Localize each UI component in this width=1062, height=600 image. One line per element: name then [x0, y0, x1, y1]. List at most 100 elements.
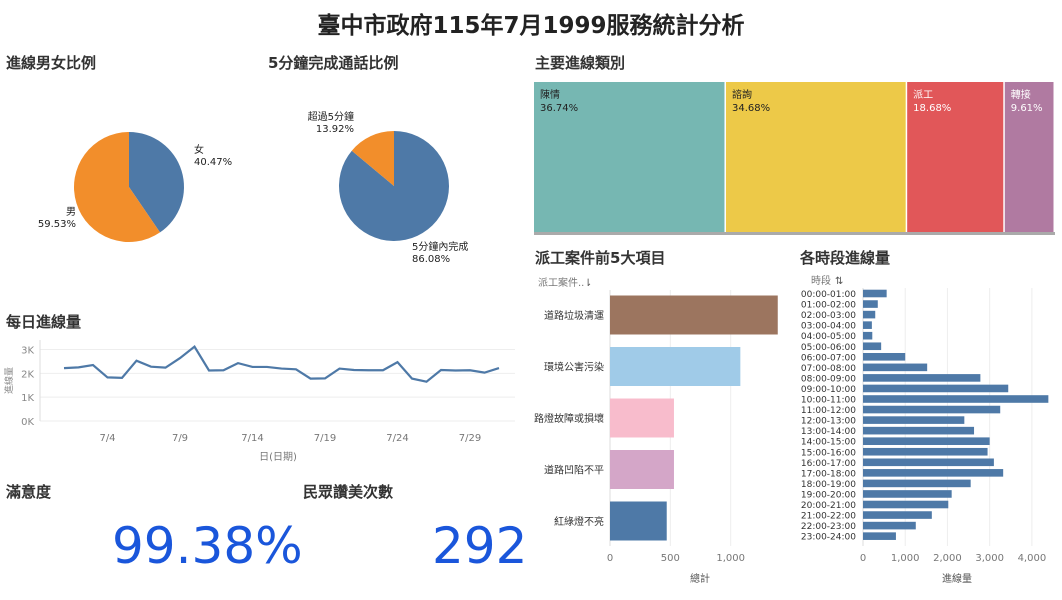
- treemap-bottom-strip: [534, 232, 1055, 235]
- treemap-cell-pct: 36.74%: [540, 103, 578, 114]
- hourly-title: 各時段進線量: [800, 249, 891, 267]
- daily-ytick: 2K: [21, 369, 34, 380]
- hourly-category-label: 11:00-12:00: [801, 406, 856, 416]
- hourly-bar: [863, 331, 873, 340]
- hourly-bar: [863, 289, 887, 298]
- treemap-cell-label: 轉接: [1011, 88, 1031, 101]
- treemap-cell: [907, 82, 1004, 232]
- dispatch-bar: [610, 295, 778, 335]
- hourly-bar: [863, 363, 928, 372]
- hourly-category-label: 15:00-16:00: [801, 448, 856, 458]
- gender-slice: [129, 132, 184, 233]
- hourly-category-label: 05:00-06:00: [801, 343, 856, 353]
- dispatch-xlabel: 總計: [690, 572, 710, 585]
- dispatch-bar: [610, 347, 741, 386]
- hourly-category-label: 04:00-05:00: [801, 332, 856, 342]
- daily-ylabel: 進線量: [3, 367, 15, 394]
- hourly-bar: [863, 437, 990, 445]
- hourly-bar: [863, 511, 932, 519]
- hourly-category-label: 19:00-20:00: [801, 490, 856, 500]
- hourly-category-label: 12:00-13:00: [801, 417, 856, 427]
- dispatch-bar: [610, 450, 674, 489]
- five-min-slice-label: 5分鐘內完成: [412, 240, 468, 253]
- hourly-category-label: 02:00-03:00: [801, 311, 856, 321]
- hourly-category-label: 01:00-02:00: [801, 301, 856, 311]
- hourly-bar: [863, 321, 872, 329]
- hourly-bar: [863, 500, 949, 509]
- daily-ytick: 3K: [21, 346, 34, 357]
- praise-value: 292: [432, 517, 528, 575]
- daily-xtick: 7/24: [386, 433, 408, 444]
- hourly-category-label: 18:00-19:00: [801, 480, 856, 490]
- daily-title: 每日進線量: [6, 313, 82, 331]
- hourly-bar-chart: 時段 ⇅ 0 1,000 2,000 3,000 4,000 00:00-01:0001:00…: [801, 274, 1049, 585]
- hourly-category-label: 20:00-21:00: [801, 501, 856, 511]
- hourly-bar: [863, 521, 916, 530]
- hourly-xtick: 1,000: [891, 553, 920, 564]
- hourly-category-label: 07:00-08:00: [801, 364, 856, 374]
- five-min-slice-pct: 13.92%: [316, 124, 354, 135]
- hourly-bar: [863, 310, 876, 319]
- gender-slice-label: 女: [194, 143, 204, 156]
- hourly-category-label: 00:00-01:00: [801, 290, 856, 300]
- hourly-category-label: 23:00-24:00: [801, 533, 856, 543]
- hourly-bar: [863, 532, 896, 540]
- hourly-bar: [863, 416, 965, 424]
- gender-pie-chart: 女40.47% 男59.53%: [38, 132, 232, 242]
- hourly-category-label: 14:00-15:00: [801, 438, 856, 448]
- hourly-category-label: 17:00-18:00: [801, 469, 856, 479]
- hourly-category-label: 21:00-22:00: [801, 512, 856, 522]
- treemap-cell: [534, 82, 725, 232]
- hourly-bar: [863, 458, 994, 467]
- page-title: 臺中市政府115年7月1999服務統計分析: [317, 13, 745, 39]
- treemap-cell: [1004, 82, 1054, 232]
- hourly-xlabel: 進線量: [942, 572, 972, 585]
- hourly-xtick: 4,000: [1018, 553, 1047, 564]
- dispatch-xtick: 500: [661, 553, 680, 564]
- daily-ytick: 0K: [21, 417, 34, 428]
- hourly-category-label: 03:00-04:00: [801, 322, 856, 332]
- hourly-category-label: 16:00-17:00: [801, 459, 856, 469]
- daily-series-line: [63, 345, 500, 383]
- hourly-bar: [863, 479, 971, 488]
- hourly-category-label: 13:00-14:00: [801, 427, 856, 437]
- dispatch-category-label: 道路垃圾清運: [544, 309, 604, 322]
- dispatch-category-label: 路燈故障或損壞: [534, 412, 604, 425]
- hourly-bar: [863, 384, 1009, 393]
- treemap-cell-pct: 18.68%: [913, 103, 951, 114]
- treemap-cell-pct: 34.68%: [732, 103, 770, 114]
- hourly-bar: [863, 395, 1049, 403]
- hourly-bar: [863, 374, 981, 382]
- treemap-cell-label: 陳情: [540, 88, 560, 101]
- gender-slice-pct: 59.53%: [38, 219, 76, 230]
- dispatch-bar: [610, 501, 667, 541]
- gender-title: 進線男女比例: [6, 54, 97, 72]
- dispatch-category-label: 道路凹陷不平: [544, 464, 604, 477]
- hourly-bar: [863, 300, 878, 308]
- hourly-category-label: 08:00-09:00: [801, 374, 856, 384]
- treemap-cell-label: 諮詢: [732, 88, 752, 101]
- daily-xtick: 7/29: [459, 433, 481, 444]
- five-min-title: 5分鐘完成通話比例: [268, 54, 399, 72]
- satisfaction-title: 滿意度: [6, 483, 52, 501]
- treemap-cell-label: 派工: [913, 89, 933, 101]
- daily-xtick: 7/9: [172, 433, 188, 444]
- gender-slice: [73, 132, 161, 242]
- hourly-bar: [863, 447, 988, 456]
- dispatch-category-label: 紅綠燈不亮: [554, 515, 604, 528]
- dispatch-bar-chart: 派工案件.. ⇂ 0 500 1,000 道路垃圾清運環境公害污染路燈故障或損壞道路凹陷不…: [534, 276, 778, 585]
- hourly-category-label: 09:00-10:00: [801, 385, 856, 395]
- categories-title: 主要進線類別: [535, 54, 626, 72]
- daily-xlabel: 日(日期): [259, 451, 297, 463]
- hourly-bar: [863, 490, 952, 498]
- dispatch-category-label: 環境公害污染: [544, 361, 604, 374]
- dispatch-xtick: 1,000: [716, 553, 745, 564]
- satisfaction-value: 99.38%: [112, 517, 303, 575]
- sort-icon: ⇂: [584, 278, 592, 289]
- treemap-cell-pct: 9.61%: [1011, 103, 1043, 114]
- dispatch-bar: [610, 398, 674, 438]
- daily-xtick: 7/14: [241, 433, 263, 444]
- hourly-bar: [863, 405, 1001, 414]
- hourly-bar: [863, 469, 1004, 477]
- categories-treemap: 陳情 36.74% 諮詢 34.68% 派工 18.68% 轉接 9.61%: [534, 82, 1055, 235]
